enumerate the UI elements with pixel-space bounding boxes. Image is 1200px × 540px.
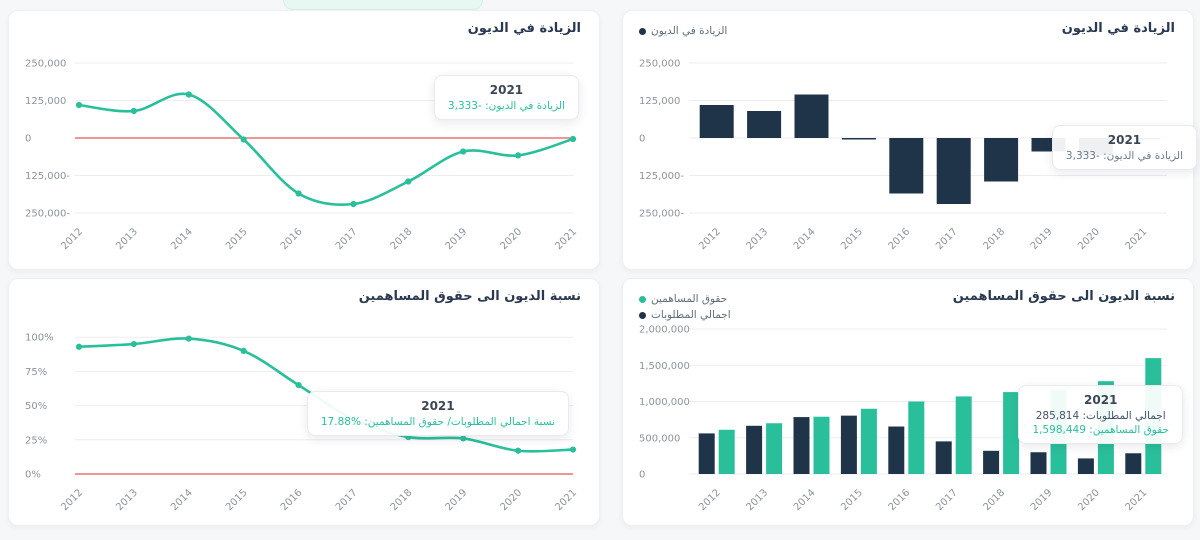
svg-text:2018: 2018 [981, 487, 1007, 513]
svg-text:125,000: 125,000 [639, 96, 680, 107]
tooltip-year: 2021 [1107, 133, 1142, 147]
chart-tooltip: 2021 اجمالي المطلوبات: 285,814 حقوق المس… [1018, 385, 1183, 444]
svg-text:0%: 0% [25, 470, 41, 481]
card-debt-increase-line: الزيادة في الديون 250,000 125,000 0 125,000… [8, 10, 600, 270]
svg-text:2017: 2017 [334, 487, 360, 513]
svg-text:2016: 2016 [887, 226, 913, 252]
svg-text:2021: 2021 [1124, 487, 1150, 513]
svg-text:2020: 2020 [498, 226, 524, 252]
svg-text:2017: 2017 [334, 226, 360, 252]
svg-text:500,000: 500,000 [639, 433, 680, 444]
svg-text:2012: 2012 [697, 487, 723, 513]
svg-text:2016: 2016 [279, 226, 305, 252]
tooltip-value: اجمالي المطلوبات: 285,814 [1035, 410, 1166, 422]
svg-text:250,000-: 250,000- [639, 209, 684, 220]
svg-text:2016: 2016 [887, 487, 913, 513]
svg-text:0: 0 [25, 134, 31, 145]
svg-text:2018: 2018 [389, 226, 415, 252]
legend-dot-icon [639, 295, 646, 303]
legend-dot-icon [639, 311, 646, 319]
svg-text:2020: 2020 [1076, 487, 1102, 513]
svg-text:2015: 2015 [224, 226, 250, 252]
svg-text:25%: 25% [25, 435, 47, 446]
svg-text:2018: 2018 [981, 226, 1007, 252]
svg-text:2013: 2013 [744, 226, 770, 252]
chart-title: نسبة الديون الى حقوق المساهمين [358, 289, 581, 304]
svg-text:250,000-: 250,000- [25, 209, 70, 220]
svg-text:2016: 2016 [279, 487, 305, 513]
card-debt-increase-bars: الزيادة في الديون الزيادة في الديون 250,… [622, 10, 1197, 270]
legend-item-debt-increase[interactable]: الزيادة في الديون [639, 25, 727, 37]
svg-text:2013: 2013 [744, 487, 770, 513]
svg-text:0: 0 [639, 134, 645, 145]
svg-text:125,000-: 125,000- [25, 171, 70, 182]
svg-text:75%: 75% [25, 367, 47, 378]
svg-text:2012: 2012 [697, 226, 723, 252]
tooltip-value: الزيادة في الديون: -3,333 [447, 100, 565, 112]
svg-text:2019: 2019 [1029, 226, 1055, 252]
chart-title: نسبة الديون الى حقوق المساهمين [952, 289, 1175, 304]
card-debt-to-equity-bars: نسبة الديون الى حقوق المساهمين حقوق المس… [622, 278, 1194, 526]
svg-text:2019: 2019 [444, 226, 470, 252]
svg-text:2017: 2017 [934, 487, 960, 513]
chart-title: الزيادة في الديون [467, 21, 581, 36]
debt-increase-line-chart[interactable]: 250,000 125,000 0 125,000- 250,000- 2012 2013 2… [19, 53, 585, 258]
legend-item-liabilities[interactable]: اجمالي المطلوبات [639, 309, 731, 321]
tooltip-year: 2021 [1084, 393, 1118, 407]
svg-text:50%: 50% [25, 401, 47, 412]
svg-text:2021: 2021 [1124, 226, 1150, 252]
chart-legend: حقوق المساهمين اجمالي المطلوبات [639, 293, 731, 321]
svg-text:2012: 2012 [59, 487, 85, 513]
legend-label: الزيادة في الديون [651, 25, 728, 37]
svg-text:1,500,000: 1,500,000 [639, 361, 690, 372]
svg-text:2015: 2015 [224, 487, 250, 513]
svg-text:2021: 2021 [553, 487, 579, 513]
svg-text:250,000: 250,000 [25, 59, 66, 70]
card-debt-to-equity-line: نسبة الديون الى حقوق المساهمين 100% 75% 50… [8, 278, 600, 526]
svg-text:2013: 2013 [114, 226, 140, 252]
svg-text:2020: 2020 [1076, 226, 1102, 252]
svg-text:0: 0 [639, 470, 645, 481]
svg-text:2018: 2018 [389, 487, 415, 513]
chart-legend: الزيادة في الديون [639, 25, 727, 37]
svg-text:2014: 2014 [169, 226, 195, 252]
svg-text:125,000-: 125,000- [639, 171, 684, 182]
svg-text:250,000: 250,000 [639, 59, 680, 70]
tooltip-value: نسبة اجمالي المطلوبات/ حقوق المساهمين: %… [320, 416, 555, 428]
tooltip-value: الزيادة في الديون: -3,333 [1065, 150, 1183, 162]
svg-text:2019: 2019 [1029, 487, 1055, 513]
svg-text:1,000,000: 1,000,000 [639, 397, 690, 408]
svg-text:2015: 2015 [839, 487, 865, 513]
svg-text:2020: 2020 [498, 487, 524, 513]
chart-tooltip: 2021 الزيادة في الديون: -3,333 [1051, 125, 1197, 170]
legend-item-equity[interactable]: حقوق المساهمين [639, 293, 731, 305]
svg-text:2013: 2013 [114, 487, 140, 513]
svg-text:2012: 2012 [59, 226, 85, 252]
svg-text:2019: 2019 [444, 487, 470, 513]
svg-text:2,000,000: 2,000,000 [639, 325, 690, 336]
legend-label: اجمالي المطلوبات [651, 309, 731, 321]
svg-text:100%: 100% [25, 333, 54, 344]
debt-increase-bar-chart[interactable]: 250,000 125,000 0 125,000- 250,000- 2012 2013 2… [633, 53, 1179, 258]
svg-text:125,000: 125,000 [25, 96, 66, 107]
svg-text:2017: 2017 [934, 226, 960, 252]
chart-title: الزيادة في الديون [1061, 21, 1175, 36]
svg-text:2021: 2021 [553, 226, 579, 252]
chart-tooltip: 2021 نسبة اجمالي المطلوبات/ حقوق المساهم… [306, 391, 569, 436]
notification-remnant [283, 0, 483, 10]
debt-to-equity-line-chart[interactable]: 100% 75% 50% 25% 0% 2012 2013 2014 2015 2016 2017 2… [19, 319, 585, 519]
chart-tooltip: 2021 الزيادة في الديون: -3,333 [433, 75, 579, 120]
svg-text:2014: 2014 [792, 226, 818, 252]
tooltip-year: 2021 [421, 399, 455, 413]
tooltip-year: 2021 [489, 83, 524, 97]
tooltip-value: حقوق المساهمين: 1,598,449 [1032, 424, 1169, 436]
legend-label: حقوق المساهمين [651, 293, 728, 305]
svg-text:2014: 2014 [792, 487, 818, 513]
svg-text:2014: 2014 [169, 487, 195, 513]
svg-text:2015: 2015 [839, 226, 865, 252]
legend-dot-icon [639, 27, 646, 35]
